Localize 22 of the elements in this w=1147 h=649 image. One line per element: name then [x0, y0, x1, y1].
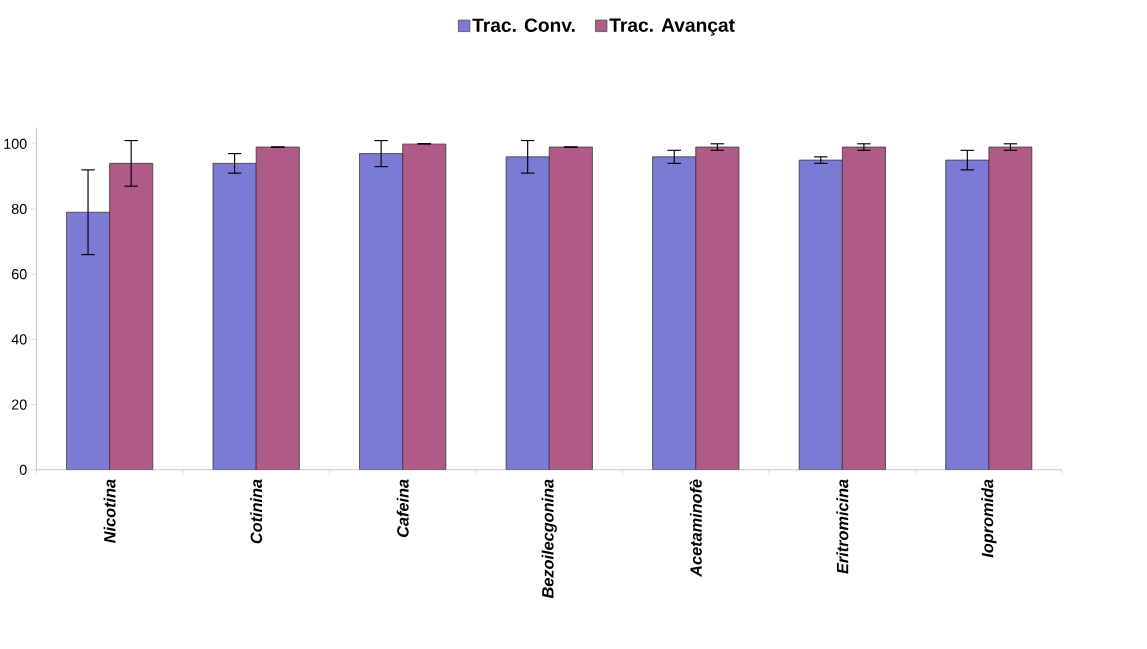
x-tick-label: Eritromicina: [836, 479, 849, 574]
bar: [66, 211, 110, 470]
bar: [505, 156, 550, 470]
x-tick-label: Bezoilecgonina: [541, 479, 557, 599]
bar: [798, 159, 843, 470]
x-tick-label: Cotinina: [250, 479, 263, 544]
legend-label: Trac. Conv.: [472, 18, 575, 32]
bar: [945, 159, 990, 470]
bar: [652, 156, 697, 470]
y-tick-label: 100: [4, 138, 27, 149]
x-tick-label: Acetaminofè: [689, 479, 702, 578]
y-tick-label: 0: [19, 464, 27, 475]
x-tick-label: Cafeina: [396, 479, 409, 537]
bar: [359, 153, 404, 470]
y-tick-label: 60: [11, 269, 27, 280]
bar: [212, 162, 257, 470]
x-tick-label: Iopromida: [981, 479, 997, 558]
y-tick-label: 80: [11, 203, 27, 215]
legend-label: Trac. Avançat: [609, 18, 735, 36]
y-tick-label: 20: [11, 399, 27, 410]
y-tick-label: 40: [11, 334, 27, 345]
x-tick-label: Nicotina: [103, 479, 116, 543]
